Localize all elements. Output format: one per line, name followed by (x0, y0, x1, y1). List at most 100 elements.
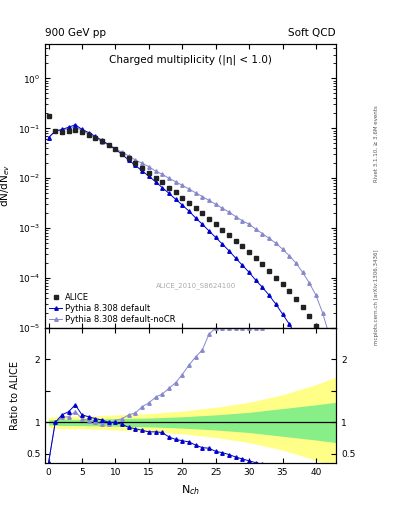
ALICE (173, 189, 178, 196)
Pythia 8.308 default-noCR (113, 145, 118, 152)
Pythia 8.308 default-noCR (160, 171, 165, 177)
Pythia 8.308 default (153, 179, 158, 185)
Pythia 8.308 default-noCR (133, 157, 138, 163)
Pythia 8.308 default-noCR (253, 226, 258, 232)
Pythia 8.308 default (113, 146, 118, 153)
Pythia 8.308 default-noCR (107, 142, 111, 148)
ALICE (287, 288, 292, 294)
Pythia 8.308 default-noCR (247, 221, 252, 227)
Pythia 8.308 default-noCR (60, 127, 64, 133)
Pythia 8.308 default (86, 130, 91, 136)
Pythia 8.308 default-noCR (147, 164, 151, 170)
ALICE (100, 138, 105, 144)
ALICE (127, 155, 131, 161)
ALICE (187, 200, 191, 206)
Pythia 8.308 default (314, 390, 318, 396)
Text: Charged multiplicity (|η| < 1.0): Charged multiplicity (|η| < 1.0) (109, 55, 272, 66)
Pythia 8.308 default (173, 196, 178, 202)
Pythia 8.308 default (46, 135, 51, 141)
Pythia 8.308 default-noCR (167, 175, 171, 181)
ALICE (240, 243, 245, 249)
Pythia 8.308 default-noCR (307, 280, 312, 286)
Pythia 8.308 default (160, 184, 165, 190)
Pythia 8.308 default (267, 292, 272, 298)
ALICE (86, 132, 91, 138)
ALICE (280, 281, 285, 287)
Text: Rivet 3.1.10, ≥ 3.6M events: Rivet 3.1.10, ≥ 3.6M events (374, 105, 379, 182)
Pythia 8.308 default-noCR (233, 214, 238, 220)
Pythia 8.308 default (180, 202, 185, 208)
ALICE (320, 340, 325, 346)
Pythia 8.308 default-noCR (80, 127, 84, 134)
ALICE (233, 238, 238, 244)
Pythia 8.308 default (274, 301, 278, 307)
Y-axis label: dN/dN$_{ev}$: dN/dN$_{ev}$ (0, 164, 12, 207)
Pythia 8.308 default (187, 208, 191, 214)
Pythia 8.308 default-noCR (213, 201, 218, 207)
Pythia 8.308 default (73, 122, 78, 128)
ALICE (193, 205, 198, 211)
Pythia 8.308 default-noCR (280, 246, 285, 252)
Pythia 8.308 default (240, 262, 245, 268)
ALICE (307, 313, 312, 319)
Pythia 8.308 default-noCR (287, 252, 292, 259)
Pythia 8.308 default-noCR (200, 194, 205, 200)
Pythia 8.308 default-noCR (127, 153, 131, 159)
Pythia 8.308 default (260, 284, 265, 290)
Line: Pythia 8.308 default-noCR: Pythia 8.308 default-noCR (47, 125, 331, 337)
ALICE (314, 323, 318, 329)
Pythia 8.308 default (193, 215, 198, 221)
Pythia 8.308 default-noCR (207, 197, 211, 203)
Pythia 8.308 default (133, 162, 138, 168)
Pythia 8.308 default (213, 234, 218, 241)
ALICE (267, 268, 272, 274)
Pythia 8.308 default-noCR (267, 236, 272, 242)
ALICE (80, 129, 84, 135)
ALICE (253, 255, 258, 261)
ALICE (327, 360, 332, 366)
Pythia 8.308 default-noCR (274, 240, 278, 246)
ALICE (167, 184, 171, 190)
Pythia 8.308 default (207, 228, 211, 234)
ALICE (113, 146, 118, 153)
Y-axis label: Ratio to ALICE: Ratio to ALICE (10, 361, 20, 430)
Pythia 8.308 default (220, 241, 225, 247)
ALICE (294, 296, 298, 302)
Pythia 8.308 default-noCR (100, 139, 105, 145)
Pythia 8.308 default-noCR (227, 209, 231, 215)
ALICE (73, 127, 78, 133)
X-axis label: N$_{ch}$: N$_{ch}$ (181, 483, 200, 497)
Legend: ALICE, Pythia 8.308 default, Pythia 8.308 default-noCR: ALICE, Pythia 8.308 default, Pythia 8.30… (48, 291, 177, 326)
Pythia 8.308 default (247, 269, 252, 275)
Pythia 8.308 default (167, 190, 171, 196)
Pythia 8.308 default-noCR (46, 135, 51, 141)
ALICE (274, 275, 278, 281)
Pythia 8.308 default (287, 321, 292, 327)
Pythia 8.308 default-noCR (73, 123, 78, 130)
Pythia 8.308 default-noCR (140, 160, 145, 166)
Pythia 8.308 default-noCR (220, 205, 225, 211)
Pythia 8.308 default-noCR (93, 135, 98, 141)
Pythia 8.308 default (294, 333, 298, 339)
Pythia 8.308 default (227, 248, 231, 254)
ALICE (213, 221, 218, 227)
ALICE (140, 165, 145, 171)
ALICE (207, 216, 211, 222)
ALICE (260, 261, 265, 267)
Pythia 8.308 default (307, 366, 312, 372)
Text: mcplots.cern.ch [arXiv:1306.3436]: mcplots.cern.ch [arXiv:1306.3436] (374, 249, 379, 345)
Pythia 8.308 default (93, 133, 98, 139)
Pythia 8.308 default (66, 124, 71, 131)
Pythia 8.308 default-noCR (300, 269, 305, 275)
Pythia 8.308 default (107, 142, 111, 148)
Pythia 8.308 default (140, 168, 145, 174)
Pythia 8.308 default (147, 173, 151, 179)
ALICE (66, 127, 71, 134)
Pythia 8.308 default-noCR (327, 333, 332, 339)
ALICE (93, 135, 98, 141)
Text: Soft QCD: Soft QCD (288, 28, 336, 38)
Pythia 8.308 default (60, 126, 64, 133)
Pythia 8.308 default (53, 128, 58, 134)
Pythia 8.308 default-noCR (314, 292, 318, 298)
Line: ALICE: ALICE (46, 113, 332, 365)
